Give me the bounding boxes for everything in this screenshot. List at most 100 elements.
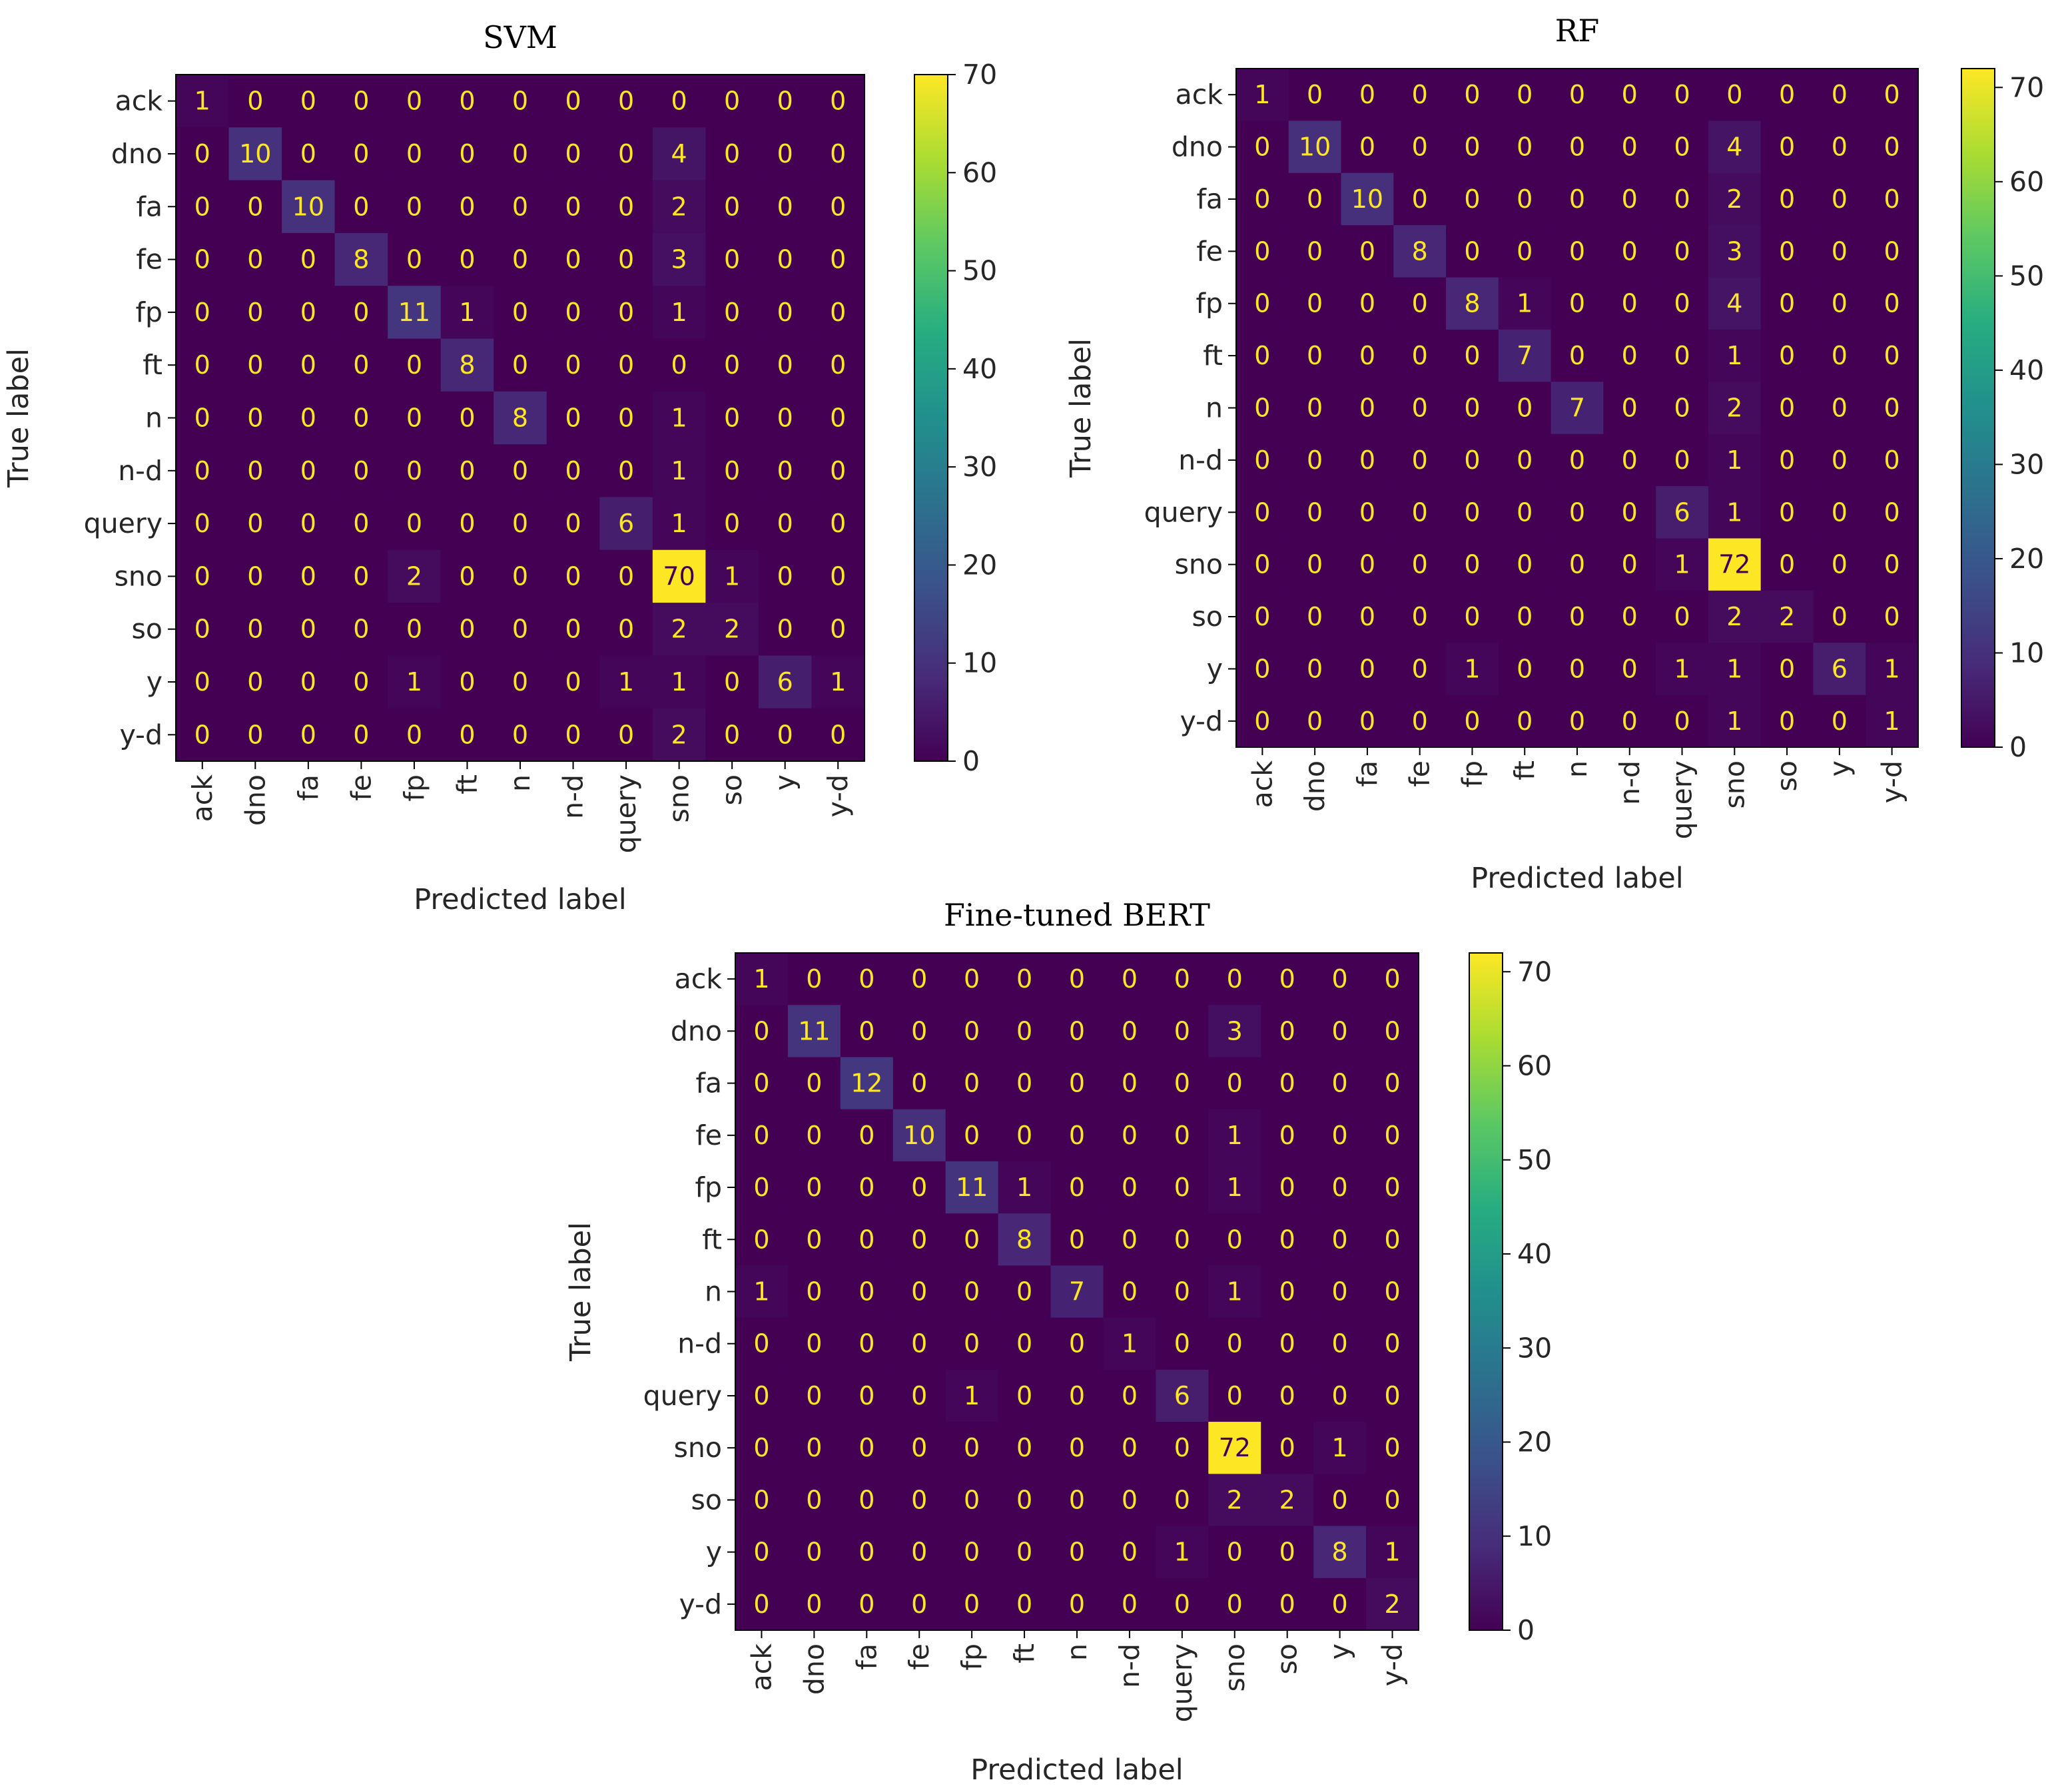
fine-tuned-bert-ytick-label-sno: sno — [674, 1432, 722, 1464]
rf-ytick-label-fp: fp — [1196, 288, 1223, 320]
fine-tuned-bert-cell-8-9 — [1208, 1369, 1261, 1422]
rf-colorbar-tick-30: 30 — [2009, 448, 2044, 480]
rf-cell-1-11 — [1813, 121, 1866, 174]
fine-tuned-bert-cell-0-10 — [1261, 953, 1314, 1006]
fine-tuned-bert-cell-value-3-12: 0 — [1384, 1121, 1400, 1150]
fine-tuned-bert-cell-value-5-9: 0 — [1227, 1225, 1243, 1254]
rf-cell-value-9-10: 0 — [1779, 550, 1795, 579]
rf-cell-6-5 — [1498, 382, 1552, 435]
fine-tuned-bert-cell-5-1 — [787, 1213, 841, 1266]
fine-tuned-bert-cell-value-0-0: 1 — [753, 964, 769, 994]
svm-cell-value-4-11: 0 — [777, 298, 793, 327]
fine-tuned-bert-cell-value-1-1: 11 — [798, 1016, 830, 1045]
svm-cell-value-12-11: 0 — [777, 720, 793, 749]
rf-cell-10-5 — [1498, 590, 1552, 643]
svm-cell-1-5 — [440, 127, 494, 181]
rf-cell-6-12 — [1866, 382, 1919, 435]
svm-cell-value-2-10: 0 — [724, 192, 740, 221]
svm-cell-value-12-12: 0 — [830, 720, 846, 749]
fine-tuned-bert-cell-5-8 — [1156, 1213, 1209, 1266]
rf-cell-5-12 — [1866, 329, 1919, 382]
fine-tuned-bert-cell-8-6 — [1050, 1369, 1104, 1422]
rf-cell-value-5-10: 0 — [1779, 341, 1795, 370]
svm-cell-value-10-9: 2 — [671, 615, 687, 644]
svm-cell-value-8-1: 0 — [247, 509, 263, 538]
fine-tuned-bert-cell-6-8 — [1156, 1265, 1209, 1319]
rf-cell-11-12 — [1866, 643, 1919, 696]
svm-xtick-label-dno: dno — [239, 774, 271, 826]
svm-cell-4-4 — [388, 286, 442, 340]
svm-cell-11-12 — [811, 655, 865, 709]
svm-cell-value-1-11: 0 — [777, 139, 793, 168]
svm-cell-10-2 — [282, 603, 336, 656]
rf-cell-value-7-7: 0 — [1622, 446, 1638, 475]
rf-cell-3-7 — [1603, 225, 1656, 278]
fine-tuned-bert-cell-1-0 — [735, 1005, 789, 1058]
svm-cell-value-8-4: 0 — [406, 509, 422, 538]
svm-cell-value-4-0: 0 — [194, 298, 210, 327]
svm-cell-value-6-7: 0 — [565, 404, 581, 433]
svm-ytick-label-dno: dno — [111, 138, 163, 170]
svm-cell-10-8 — [599, 603, 653, 656]
fine-tuned-bert-cell-9-8 — [1156, 1422, 1209, 1474]
svm-cell-value-3-6: 0 — [512, 245, 528, 274]
fine-tuned-bert-cell-3-2 — [840, 1109, 894, 1162]
rf-cell-value-5-12: 0 — [1884, 341, 1900, 370]
rf-cell-value-5-11: 0 — [1832, 341, 1848, 370]
fine-tuned-bert-cell-value-0-9: 0 — [1227, 964, 1243, 994]
rf-cell-12-8 — [1656, 695, 1709, 748]
svm-cell-value-7-1: 0 — [247, 456, 263, 485]
svm-cell-2-9 — [652, 180, 706, 234]
rf-cell-value-8-8: 6 — [1674, 497, 1690, 527]
rf-cell-4-7 — [1603, 277, 1656, 330]
svm-cell-8-1 — [228, 497, 282, 551]
svm-cell-5-7 — [546, 338, 600, 392]
rf-cell-value-6-6: 7 — [1569, 394, 1585, 423]
svm-cell-value-0-5: 0 — [459, 87, 475, 116]
fine-tuned-bert-cell-value-2-1: 0 — [806, 1069, 822, 1098]
svm-cell-9-0 — [176, 549, 230, 603]
fine-tuned-bert-cell-value-8-7: 0 — [1122, 1381, 1138, 1410]
fine-tuned-bert-cell-7-5 — [998, 1317, 1052, 1370]
rf-xtick-label-ack: ack — [1246, 760, 1278, 808]
fine-tuned-bert-cell-4-12 — [1366, 1161, 1419, 1214]
rf-cell-value-6-9: 2 — [1726, 394, 1742, 423]
fine-tuned-bert-cell-value-2-7: 0 — [1122, 1069, 1138, 1098]
fine-tuned-bert-cell-2-4 — [945, 1057, 999, 1110]
rf-cell-value-6-7: 0 — [1622, 394, 1638, 423]
fine-tuned-bert-cell-1-8 — [1156, 1005, 1209, 1058]
fine-tuned-bert-cell-value-7-7: 1 — [1122, 1329, 1138, 1358]
rf-cell-value-12-10: 0 — [1779, 707, 1795, 736]
svm-cell-9-9 — [652, 549, 706, 603]
fine-tuned-bert-cell-value-12-3: 0 — [911, 1590, 927, 1619]
rf-cell-value-2-10: 0 — [1779, 184, 1795, 214]
svm-cell-4-8 — [599, 286, 653, 340]
svm-cell-value-9-11: 0 — [777, 561, 793, 591]
rf-cell-value-8-9: 1 — [1726, 497, 1742, 527]
fine-tuned-bert-cell-value-9-10: 0 — [1279, 1433, 1295, 1462]
rf-cell-1-2 — [1341, 121, 1394, 174]
rf-cell-value-6-1: 0 — [1307, 394, 1323, 423]
rf-cell-4-3 — [1393, 277, 1447, 330]
svm-cell-6-0 — [176, 391, 230, 445]
fine-tuned-bert-colorbar-tick-0: 0 — [1517, 1614, 1535, 1646]
fine-tuned-bert-cell-value-6-2: 0 — [859, 1277, 874, 1307]
svm-cell-value-1-4: 0 — [406, 139, 422, 168]
fine-tuned-bert-cell-value-11-12: 1 — [1384, 1538, 1400, 1567]
fine-tuned-bert-colorbar-tick-50: 50 — [1517, 1144, 1552, 1176]
fine-tuned-bert-cell-10-0 — [735, 1474, 789, 1527]
fine-tuned-bert-cell-value-12-12: 2 — [1384, 1590, 1400, 1619]
fine-tuned-bert-chart-title: Fine-tuned BERT — [944, 897, 1210, 933]
rf-cell-value-3-0: 0 — [1254, 236, 1270, 266]
fine-tuned-bert-cell-9-11 — [1313, 1422, 1367, 1474]
svm-cell-12-7 — [546, 708, 600, 762]
svm-cell-value-4-7: 0 — [565, 298, 581, 327]
fine-tuned-bert-cell-value-3-10: 0 — [1279, 1121, 1295, 1150]
svm-cell-6-4 — [388, 391, 442, 445]
fine-tuned-bert-cell-value-5-0: 0 — [753, 1225, 769, 1254]
fine-tuned-bert-cell-value-7-3: 0 — [911, 1329, 927, 1358]
rf-cell-value-4-8: 0 — [1674, 289, 1690, 318]
rf-cell-value-10-7: 0 — [1622, 602, 1638, 631]
fine-tuned-bert-cell-value-10-7: 0 — [1122, 1485, 1138, 1514]
svm-cell-value-12-9: 2 — [671, 720, 687, 749]
